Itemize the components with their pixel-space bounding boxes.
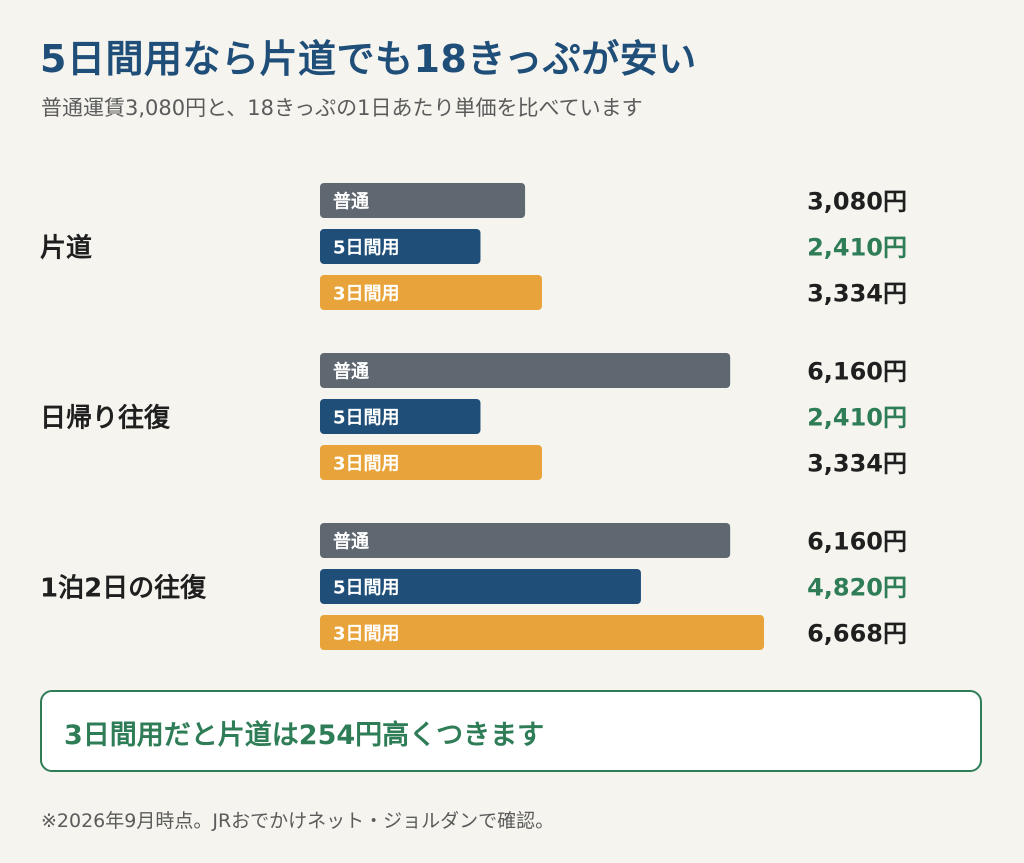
value-label: 2,410円: [807, 234, 907, 262]
bar-series-label: 5日間用: [333, 238, 400, 259]
bar-series-label: 普通: [333, 361, 369, 383]
callout-box: 3日間用だと片道は254円高くつきます: [40, 690, 982, 772]
chart-title: 5日間用なら片道でも18きっぷが安い: [40, 37, 697, 81]
bar: [320, 399, 481, 434]
chart-subtitle: 普通運賃3,080円と、18きっぷの1日あたり単価を比べています: [41, 96, 643, 120]
bar: [320, 523, 731, 558]
value-label: 2,410円: [807, 404, 907, 432]
bar-series-label: 3日間用: [333, 454, 400, 475]
bar-series-label: 3日間用: [333, 624, 400, 645]
value-label: 3,334円: [807, 450, 907, 478]
footnote: ※2026年9月時点。JRおでかけネット・ジョルダンで確認。: [41, 810, 555, 832]
value-label: 4,820円: [807, 574, 907, 602]
bar: [320, 275, 542, 310]
bar-series-label: 3日間用: [333, 284, 400, 305]
value-label: 6,160円: [807, 358, 907, 386]
category-label: 日帰り往復: [40, 403, 171, 434]
value-label: 3,080円: [807, 188, 907, 216]
category-label: 1泊2日の往復: [40, 573, 207, 604]
value-label: 6,668円: [807, 620, 907, 648]
bar-series-label: 5日間用: [333, 578, 400, 599]
bar: [320, 615, 764, 650]
bar-series-label: 5日間用: [333, 408, 400, 429]
bar-series-label: 普通: [333, 531, 369, 553]
bar: [320, 353, 731, 388]
callout-text: 3日間用だと片道は254円高くつきます: [64, 720, 545, 751]
bar: [320, 183, 526, 218]
value-label: 6,160円: [807, 528, 907, 556]
bar-series-label: 普通: [333, 191, 369, 213]
bar: [320, 569, 641, 604]
category-label: 片道: [40, 233, 92, 264]
bar: [320, 229, 481, 264]
value-label: 3,334円: [807, 280, 907, 308]
bar: [320, 445, 542, 480]
